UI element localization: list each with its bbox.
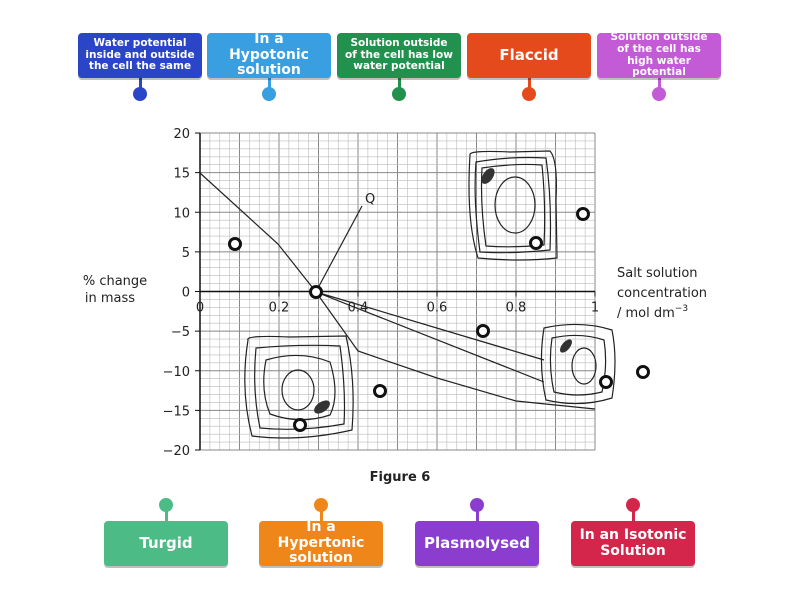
tile-dot[interactable] [159,498,173,512]
nucleus [560,339,572,353]
x-label-line: / mol dm [617,306,675,321]
cell [254,344,346,430]
tile-dot[interactable] [652,87,666,101]
tile-dot[interactable] [392,87,406,101]
x-label-line: Salt solution [617,266,698,281]
label-tile[interactable]: Flaccid [467,33,591,78]
y-tick-label: 20 [173,127,190,142]
tile-stem [658,78,661,92]
y-tick-label: 15 [173,167,190,182]
x-tick-label: 0.2 [269,301,290,316]
drop-target[interactable] [599,375,613,389]
label-tile[interactable]: Solution outside of the cell has high wa… [597,32,721,78]
label-tile[interactable]: In a Hypotonic solution [207,32,331,78]
drop-target[interactable] [476,324,490,338]
drop-target[interactable] [293,418,307,432]
y-tick-label: 0 [182,286,190,301]
x-tick-label: 1 [591,301,599,316]
x-tick-label: 0.6 [427,301,448,316]
y-tick-label: 5 [182,246,190,261]
point-label: Q [365,192,375,207]
label-tile[interactable]: Solution outside of the cell has low wat… [337,33,461,78]
tile-stem [268,78,271,92]
drawing [199,150,616,439]
vacuole [281,369,315,411]
y-tick-label: −20 [163,444,190,459]
tile-stem [476,508,479,522]
drop-target[interactable] [373,384,387,398]
drop-target[interactable] [529,236,543,250]
x-label: Salt solution concentration / mol dm−3 [617,266,707,321]
label-tile[interactable]: In an Isotonic Solution [571,521,695,566]
tile-dot[interactable] [133,87,147,101]
cell [540,323,616,405]
nucleus [481,168,495,184]
drop-target[interactable] [636,365,650,379]
vacuole [571,347,597,385]
cell [468,150,558,261]
x-tick-label: 0 [196,301,204,316]
drop-targets [228,207,650,432]
drop-target[interactable] [309,285,323,299]
x-label-line: concentration [617,286,707,301]
y-tick-label: 10 [173,206,190,221]
tile-stem [139,78,142,92]
tile-stem [320,508,323,522]
tile-dot[interactable] [522,87,536,101]
label-tile[interactable]: In a Hypertonic solution [259,520,383,566]
tile-stem [528,78,531,92]
drop-target[interactable] [576,207,590,221]
tile-stem [632,508,635,522]
cell [474,156,552,254]
cell [549,334,607,396]
tile-dot[interactable] [314,498,328,512]
y-label: % change in mass [83,274,147,306]
label-tile[interactable]: Plasmolysed [415,521,539,566]
drop-target[interactable] [228,237,242,251]
y-tick-label: −15 [163,404,190,419]
cell [480,163,546,248]
vacuole [494,176,536,234]
x-tick-label: 0.4 [348,301,369,316]
y-tick-label: −5 [171,325,190,340]
cell [244,335,354,439]
tile-stem [398,78,401,92]
y-tick-label: −10 [163,365,190,380]
tile-dot[interactable] [470,498,484,512]
tile-stem [165,508,168,522]
tile-dot[interactable] [262,87,276,101]
cell [263,354,336,421]
label-tile[interactable]: Turgid [104,521,228,566]
x-tick-label: 0.8 [506,301,527,316]
label-tile[interactable]: Water potential inside and outside the c… [78,33,202,78]
q-line [317,205,363,289]
pointer-lines [315,291,545,383]
curve [199,172,596,410]
tile-dot[interactable] [626,498,640,512]
nuclei [314,168,572,414]
caption: Figure 6 [370,470,431,485]
x-label-sup: −3 [675,304,688,314]
nucleus [314,400,330,414]
